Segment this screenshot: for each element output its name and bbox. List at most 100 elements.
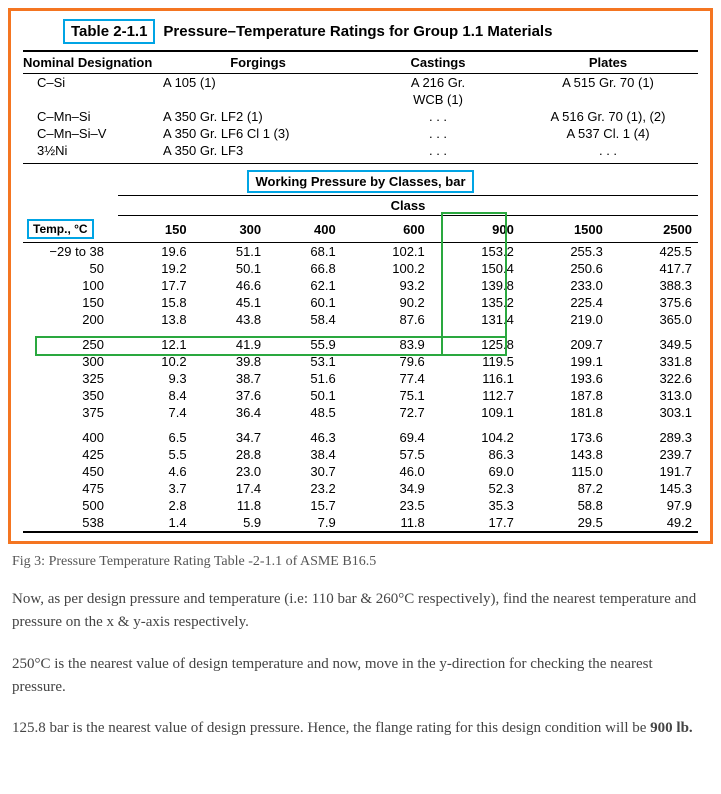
value-cell: 193.6 bbox=[520, 370, 609, 387]
class-col: 400 bbox=[267, 216, 342, 243]
value-cell: 23.2 bbox=[267, 480, 342, 497]
table-row: 4753.717.423.234.952.387.2145.3 bbox=[23, 480, 698, 497]
value-cell: 225.4 bbox=[520, 294, 609, 311]
value-cell: 115.0 bbox=[520, 463, 609, 480]
value-cell: 55.9 bbox=[267, 336, 342, 353]
value-cell: 97.9 bbox=[609, 497, 698, 514]
value-cell: 13.8 bbox=[118, 311, 193, 328]
material-row: C–Mn–Si A 350 Gr. LF2 (1) . . . A 516 Gr… bbox=[23, 108, 698, 125]
table-row: 10017.746.662.193.2139.8233.0388.3 bbox=[23, 277, 698, 294]
value-cell: 143.8 bbox=[520, 446, 609, 463]
value-cell: 62.1 bbox=[267, 277, 342, 294]
temp-cell: 250 bbox=[23, 336, 118, 353]
table-row: 4006.534.746.369.4104.2173.6289.3 bbox=[23, 429, 698, 446]
value-cell: 173.6 bbox=[520, 429, 609, 446]
value-cell: 34.9 bbox=[342, 480, 431, 497]
value-cell: 69.4 bbox=[342, 429, 431, 446]
value-cell: 289.3 bbox=[609, 429, 698, 446]
value-cell: 17.7 bbox=[118, 277, 193, 294]
value-cell: 60.1 bbox=[267, 294, 342, 311]
temp-header: Temp., °C bbox=[27, 219, 94, 239]
table-row: 3757.436.448.572.7109.1181.8303.1 bbox=[23, 404, 698, 421]
value-cell: 72.7 bbox=[342, 404, 431, 421]
value-cell: 46.6 bbox=[193, 277, 268, 294]
value-cell: 145.3 bbox=[609, 480, 698, 497]
value-cell: 375.6 bbox=[609, 294, 698, 311]
table-title: Pressure–Temperature Ratings for Group 1… bbox=[163, 23, 552, 40]
temp-cell: 475 bbox=[23, 480, 118, 497]
figure-caption: Fig 3: Pressure Temperature Rating Table… bbox=[12, 554, 709, 570]
value-cell: 331.8 bbox=[609, 353, 698, 370]
table-label: Table 2-1.1 bbox=[63, 19, 155, 44]
value-cell: 11.8 bbox=[193, 497, 268, 514]
temp-cell: 425 bbox=[23, 446, 118, 463]
header-plates: Plates bbox=[523, 55, 693, 70]
value-cell: 100.2 bbox=[342, 260, 431, 277]
value-cell: 3.7 bbox=[118, 480, 193, 497]
value-cell: 119.5 bbox=[431, 353, 520, 370]
value-cell: 57.5 bbox=[342, 446, 431, 463]
data-table-wrap: Temp., °C 150 300 400 600 900 1500 2500 … bbox=[23, 216, 698, 533]
value-cell: 35.3 bbox=[431, 497, 520, 514]
value-cell: 5.5 bbox=[118, 446, 193, 463]
value-cell: 191.7 bbox=[609, 463, 698, 480]
value-cell: 93.2 bbox=[342, 277, 431, 294]
value-cell: 11.8 bbox=[342, 514, 431, 532]
value-cell: 87.2 bbox=[520, 480, 609, 497]
value-cell: 39.8 bbox=[193, 353, 268, 370]
value-cell: 10.2 bbox=[118, 353, 193, 370]
value-cell: 8.4 bbox=[118, 387, 193, 404]
value-cell: 23.5 bbox=[342, 497, 431, 514]
value-cell: 104.2 bbox=[431, 429, 520, 446]
table-row: 15015.845.160.190.2135.2225.4375.6 bbox=[23, 294, 698, 311]
table-title-row: Table 2-1.1 Pressure–Temperature Ratings… bbox=[63, 19, 698, 44]
temp-cell: 300 bbox=[23, 353, 118, 370]
value-cell: 15.8 bbox=[118, 294, 193, 311]
value-cell: 17.4 bbox=[193, 480, 268, 497]
value-cell: 45.1 bbox=[193, 294, 268, 311]
temp-cell: −29 to 38 bbox=[23, 243, 118, 261]
value-cell: 7.9 bbox=[267, 514, 342, 532]
value-cell: 77.4 bbox=[342, 370, 431, 387]
class-col: 2500 bbox=[609, 216, 698, 243]
value-cell: 219.0 bbox=[520, 311, 609, 328]
value-cell: 51.6 bbox=[267, 370, 342, 387]
temp-cell: 375 bbox=[23, 404, 118, 421]
temp-cell: 450 bbox=[23, 463, 118, 480]
value-cell: 48.5 bbox=[267, 404, 342, 421]
value-cell: 50.1 bbox=[267, 387, 342, 404]
paragraph: Now, as per design pressure and temperat… bbox=[12, 588, 709, 635]
value-cell: 109.1 bbox=[431, 404, 520, 421]
value-cell: 90.2 bbox=[342, 294, 431, 311]
value-cell: 53.1 bbox=[267, 353, 342, 370]
value-cell: 5.9 bbox=[193, 514, 268, 532]
value-cell: 79.6 bbox=[342, 353, 431, 370]
paragraph: 125.8 bar is the nearest value of design… bbox=[12, 717, 709, 740]
value-cell: 30.7 bbox=[267, 463, 342, 480]
value-cell: 49.2 bbox=[609, 514, 698, 532]
class-col: 1500 bbox=[520, 216, 609, 243]
value-cell: 19.2 bbox=[118, 260, 193, 277]
table-row: 25012.141.955.983.9125.8209.7349.5 bbox=[23, 336, 698, 353]
class-col: 900 bbox=[431, 216, 520, 243]
value-cell: 7.4 bbox=[118, 404, 193, 421]
table-row: 30010.239.853.179.6119.5199.1331.8 bbox=[23, 353, 698, 370]
header-nominal: Nominal Designation bbox=[23, 55, 163, 70]
value-cell: 116.1 bbox=[431, 370, 520, 387]
value-cell: 239.7 bbox=[609, 446, 698, 463]
value-cell: 83.9 bbox=[342, 336, 431, 353]
table-row: 4504.623.030.746.069.0115.0191.7 bbox=[23, 463, 698, 480]
temp-cell: 350 bbox=[23, 387, 118, 404]
value-cell: 313.0 bbox=[609, 387, 698, 404]
value-cell: 153.2 bbox=[431, 243, 520, 261]
value-cell: 36.4 bbox=[193, 404, 268, 421]
class-label: Class bbox=[118, 195, 698, 216]
value-cell: 365.0 bbox=[609, 311, 698, 328]
value-cell: 233.0 bbox=[520, 277, 609, 294]
class-header-row: Temp., °C 150 300 400 600 900 1500 2500 bbox=[23, 216, 698, 243]
table-row: 4255.528.838.457.586.3143.8239.7 bbox=[23, 446, 698, 463]
value-cell: 255.3 bbox=[520, 243, 609, 261]
value-cell: 41.9 bbox=[193, 336, 268, 353]
header-castings: Castings bbox=[353, 55, 523, 70]
header-forgings: Forgings bbox=[163, 55, 353, 70]
